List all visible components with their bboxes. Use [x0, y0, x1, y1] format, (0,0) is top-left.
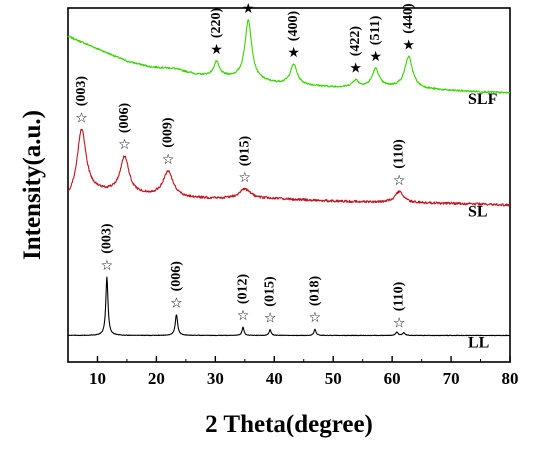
- peak-label: (511): [368, 15, 383, 45]
- peak-label: (003): [74, 76, 89, 107]
- peak-marker: ☆: [264, 311, 277, 327]
- peak-label: (110): [392, 139, 407, 169]
- x-tick-label: 80: [502, 369, 519, 388]
- peak-marker: ☆: [393, 315, 406, 331]
- x-axis-ticks: 10 20 30 40 50 60 70 80: [67, 356, 519, 388]
- plot-frame: [67, 7, 511, 363]
- peak-label: (110): [392, 281, 407, 311]
- series-name-label: SL: [468, 203, 488, 220]
- x-tick-label: 50: [325, 369, 342, 388]
- peak-marker: ☆: [170, 295, 183, 311]
- peak-marker: ★: [242, 1, 255, 17]
- x-tick-label: 40: [266, 369, 283, 388]
- peak-marker: ☆: [237, 308, 250, 324]
- peak-marker: ☆: [75, 110, 88, 126]
- peak-label: (440): [401, 3, 416, 34]
- peak-marker: ☆: [393, 173, 406, 189]
- series-line: [67, 128, 511, 207]
- peak-label: (400): [286, 11, 301, 42]
- x-tick-label: 30: [207, 369, 224, 388]
- peak-marker: ★: [402, 38, 415, 54]
- x-tick-label: 20: [148, 369, 165, 388]
- peak-label: (012): [236, 273, 251, 304]
- peak-label: (422): [348, 26, 363, 57]
- peak-marker: ★: [369, 49, 382, 65]
- peak-label: (018): [307, 275, 322, 306]
- peak-marker: ☆: [101, 258, 114, 274]
- series-name-label: LL: [468, 334, 489, 351]
- peak-marker: ★: [349, 60, 362, 76]
- x-tick-label: 60: [384, 369, 401, 388]
- y-axis-label: Intensity(a.u.): [19, 110, 46, 260]
- x-tick-label: 70: [443, 369, 460, 388]
- peak-label: (006): [117, 102, 132, 133]
- peak-label: (220): [209, 7, 224, 38]
- peak-label: (003): [99, 223, 114, 254]
- peak-label: (015): [263, 276, 278, 307]
- peak-marker: ☆: [118, 137, 131, 153]
- peak-label: (006): [169, 261, 184, 292]
- peak-label: (015): [237, 136, 252, 167]
- peak-label: (009): [161, 117, 176, 148]
- series-line: [67, 19, 511, 95]
- peak-marker: ☆: [309, 310, 322, 326]
- series-layer: [67, 19, 511, 337]
- x-tick-label: 10: [89, 369, 106, 388]
- peak-marker: ☆: [239, 170, 252, 186]
- peak-marker: ☆: [162, 152, 175, 168]
- peak-annotations: ★(220)★(311)★(400)★(422)★(511)★(440)☆(00…: [74, 1, 416, 331]
- series-labels: SLF SL LL: [468, 91, 498, 352]
- x-axis-label: 2 Theta(degree): [205, 411, 373, 438]
- peak-marker: ★: [287, 45, 300, 61]
- series-name-label: SLF: [468, 91, 498, 108]
- peak-marker: ★: [210, 42, 223, 58]
- series-line: [67, 276, 510, 337]
